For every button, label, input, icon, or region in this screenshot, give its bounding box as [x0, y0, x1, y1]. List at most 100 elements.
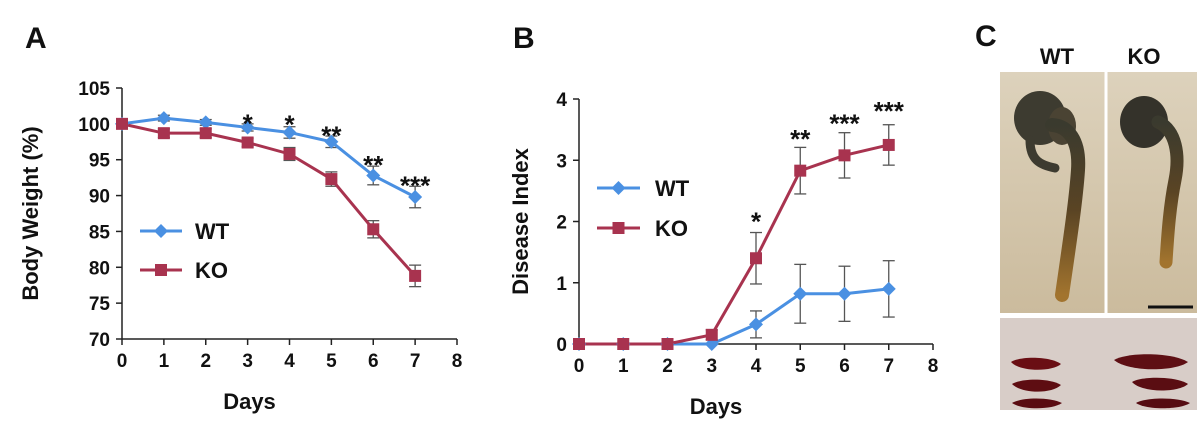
panel-a-x-axis-title: Days: [223, 389, 276, 414]
x-tick-label: 6: [839, 356, 850, 377]
x-tick-label: 2: [200, 351, 211, 372]
x-tick-label: 7: [410, 351, 421, 372]
ko-spleen: [1136, 398, 1190, 409]
ko-data-point: [367, 223, 380, 236]
x-tick-label: 3: [242, 351, 253, 372]
significance-marker: **: [321, 120, 342, 150]
x-tick-label: 7: [883, 356, 894, 377]
y-tick-label: 70: [89, 330, 110, 351]
y-tick-label: 85: [89, 222, 111, 243]
y-tick-label: 3: [556, 151, 567, 172]
ko-data-point: [157, 127, 170, 140]
wt-data-point: [793, 286, 808, 301]
wt-data-point: [324, 134, 339, 149]
panel-a-letter: A: [25, 22, 47, 55]
ko-spleen: [1132, 377, 1188, 391]
y-tick-label: 80: [89, 258, 110, 279]
wt-series-line: [121, 116, 416, 199]
y-tick-label: 75: [89, 294, 111, 315]
x-tick-label: 4: [284, 351, 295, 372]
wt-spleen: [1012, 398, 1062, 409]
legend-wt-marker: [154, 224, 168, 238]
x-tick-label: 0: [574, 356, 585, 377]
panel-a-y-axis-title: Body Weight (%): [18, 126, 43, 300]
ko-data-point: [241, 136, 254, 149]
wt-data-point: [156, 111, 171, 126]
y-tick-label: 0: [556, 335, 567, 356]
photo-wt-label: WT: [1040, 44, 1075, 69]
wt-spleen: [1012, 379, 1061, 392]
wt-data-point: [282, 125, 297, 140]
ko-data-point: [573, 338, 585, 350]
wt-data-point: [366, 168, 381, 183]
significance-marker: *: [284, 110, 295, 140]
ko-data-point: [283, 147, 296, 160]
ko-data-point: [325, 173, 338, 186]
wt-data-point: [240, 120, 255, 135]
panel-a-chart: 70 75 80 85 90 95 100 105 0 1 2 3 4 5 6 7 8 Days Body Weig…: [18, 79, 462, 414]
panel-c-letter: C: [975, 20, 997, 53]
wt-data-point: [837, 286, 852, 301]
x-tick-label: 8: [452, 351, 463, 372]
ko-series-line: [579, 143, 890, 346]
y-tick-label: 95: [89, 151, 111, 172]
x-tick-label: 1: [159, 351, 170, 372]
significance-marker: ***: [829, 108, 860, 138]
ko-data-point: [116, 117, 128, 130]
legend-ko-marker: [612, 222, 625, 234]
x-tick-label: 8: [928, 356, 939, 377]
x-tick-label: 3: [706, 356, 717, 377]
wt-spleen: [1011, 357, 1061, 370]
y-tick-label: 2: [556, 213, 567, 234]
legend-wt-label: WT: [195, 219, 230, 244]
x-tick-label: 4: [751, 356, 762, 377]
significance-marker: *: [751, 206, 762, 236]
significance-marker: **: [363, 150, 384, 180]
x-tick-label: 5: [795, 356, 806, 377]
y-tick-label: 100: [78, 115, 110, 136]
ko-data-point: [409, 269, 422, 282]
ko-colon-image: [1120, 96, 1184, 269]
significance-marker: **: [790, 124, 811, 154]
wt-data-point: [881, 281, 896, 296]
legend-ko-label: KO: [655, 216, 688, 241]
x-tick-label: 1: [618, 356, 629, 377]
ko-spleen: [1114, 354, 1188, 370]
legend-ko-label: KO: [195, 258, 228, 283]
significance-marker: ***: [874, 96, 905, 126]
y-tick-label: 4: [556, 90, 567, 111]
ko-data-point: [838, 149, 851, 162]
legend-wt-marker: [611, 181, 626, 195]
photo-ko-label: KO: [1128, 44, 1161, 69]
wt-data-point: [749, 317, 763, 332]
panel-b-y-axis-title: Disease Index: [508, 147, 533, 295]
ko-series-line: [121, 122, 417, 277]
ko-data-point: [750, 252, 762, 265]
panel-c: C WT KO: [975, 20, 1197, 410]
wt-data-point: [198, 115, 213, 130]
ko-data-point: [882, 138, 895, 151]
legend-wt-label: WT: [655, 176, 690, 201]
ko-data-point: [617, 338, 630, 350]
significance-marker: ***: [400, 171, 431, 201]
y-tick-label: 1: [556, 274, 567, 295]
x-tick-label: 0: [117, 351, 128, 372]
x-tick-label: 6: [368, 351, 379, 372]
panel-b-x-axis-title: Days: [690, 394, 743, 419]
legend-ko-marker: [155, 264, 167, 276]
wt-colon-image: [1014, 91, 1086, 302]
y-tick-label: 90: [89, 187, 110, 208]
x-tick-label: 5: [326, 351, 337, 372]
significance-marker: *: [243, 108, 254, 138]
x-tick-label: 2: [662, 356, 673, 377]
colon-photo: [1000, 72, 1197, 313]
ko-data-point: [661, 338, 674, 350]
spleen-photo: [1000, 318, 1197, 410]
y-tick-label: 105: [78, 79, 110, 100]
panel-b-letter: B: [513, 22, 535, 55]
ko-data-point: [794, 164, 807, 177]
ko-data-point: [199, 127, 212, 140]
ko-data-point: [705, 328, 718, 341]
